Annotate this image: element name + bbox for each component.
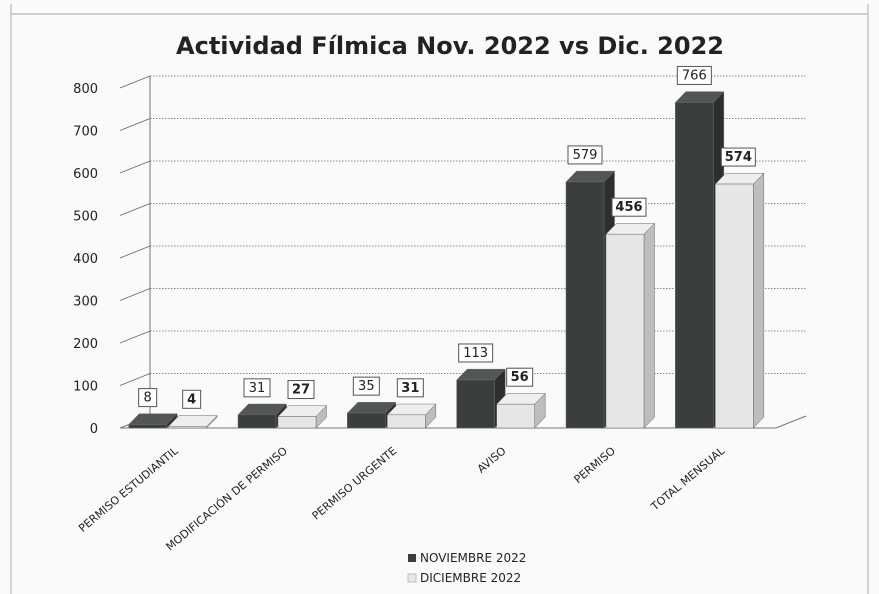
legend: NOVIEMBRE 2022 DICIEMBRE 2022 [407, 551, 526, 585]
bar [605, 222, 656, 429]
y-tick-label: 700 [73, 125, 98, 140]
category-label: TOTAL MENSUAL [648, 444, 728, 514]
gridline-side [119, 330, 151, 344]
data-label: 766 [682, 68, 707, 83]
bar-front [675, 102, 714, 429]
bar-front [387, 414, 426, 429]
bar [714, 172, 765, 429]
data-labels: 8 4 31 27 35 31 113 56 579 456 766 574 [138, 65, 756, 409]
gridline-side [119, 160, 151, 174]
data-label: 31 [249, 381, 266, 396]
bar-front [128, 424, 167, 429]
data-label: 4 [187, 392, 196, 407]
bar-side [643, 222, 655, 429]
bar-front [347, 412, 386, 429]
legend-swatch-noviembre [408, 554, 416, 562]
gridline-side [119, 75, 151, 89]
data-label-box [352, 376, 380, 396]
data-label-box [287, 380, 315, 400]
gridline-side [119, 373, 151, 386]
category-label: AVISO [475, 444, 509, 476]
data-label: 8 [144, 391, 152, 406]
y-tick-label: 0 [90, 422, 98, 437]
category-label: PERMISO ESTUDIANTIL [76, 444, 181, 535]
gridline-side [119, 118, 151, 131]
y-tick-label: 400 [73, 252, 98, 267]
data-label-box [138, 388, 158, 408]
category-label: PERMISO URGENTE [310, 444, 400, 522]
legend-swatch-diciembre [407, 573, 417, 583]
y-tick-label: 300 [73, 295, 98, 310]
floor-right-edge [775, 415, 807, 429]
y-tick-label: 500 [73, 210, 98, 225]
data-label-box [720, 147, 756, 167]
data-label-box [182, 389, 202, 409]
data-label: 456 [615, 200, 642, 215]
y-tick-label: 600 [73, 167, 98, 182]
data-label: 31 [401, 381, 419, 396]
data-label-box [506, 367, 534, 387]
legend-label-noviembre: NOVIEMBRE 2022 [420, 551, 526, 565]
data-label: 113 [463, 346, 488, 361]
bar-front [496, 403, 535, 429]
bars [128, 91, 765, 429]
gridline-side [119, 288, 151, 301]
data-label: 27 [292, 383, 310, 398]
bar-front [565, 181, 605, 429]
category-label: MODIFICACIÓN DE PERMISO [163, 444, 290, 553]
gridline-side [119, 245, 151, 259]
bar-front [605, 233, 645, 429]
bar-front [237, 414, 277, 429]
y-tick-label: 100 [73, 380, 98, 395]
data-label-box [458, 343, 494, 363]
bar [168, 414, 218, 429]
data-label-box [676, 65, 712, 85]
chart-title: Actividad Fílmica Nov. 2022 vs Dic. 2022 [176, 32, 724, 60]
bar-front [168, 426, 207, 429]
data-label: 35 [358, 379, 375, 394]
bar-side [753, 172, 765, 429]
data-label: 56 [511, 370, 529, 385]
bar-front [715, 183, 754, 429]
bar-front [456, 379, 495, 429]
bar [496, 392, 546, 429]
y-axis: 0 100 200 300 400 500 600 700 800 [73, 82, 98, 437]
category-label: PERMISO [572, 444, 619, 486]
legend-label-diciembre: DICIEMBRE 2022 [420, 571, 521, 585]
data-label-box [567, 145, 603, 165]
data-label: 579 [573, 148, 598, 163]
y-tick-label: 800 [73, 82, 98, 97]
bar-front [277, 416, 317, 429]
gridline-side [119, 203, 151, 216]
data-label-box [243, 378, 271, 398]
bar [277, 405, 328, 429]
y-tick-label: 200 [73, 337, 98, 352]
data-label: 574 [725, 150, 752, 165]
data-label-box [396, 378, 424, 398]
data-label-box [611, 197, 647, 217]
bar [386, 403, 437, 429]
